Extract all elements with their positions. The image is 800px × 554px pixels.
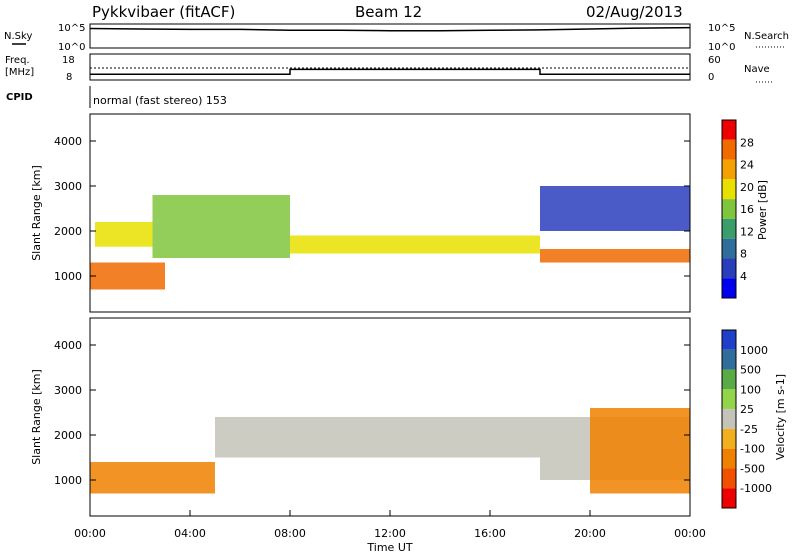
noise-ytick-bottom: 10^0 (58, 42, 85, 53)
data-band-0 (90, 462, 215, 494)
velocity-colorbar: 1000 500 100 25 -25 -100 -500 -1000 (721, 329, 772, 509)
colorbar-swatch (722, 369, 736, 390)
data-band-1 (90, 262, 165, 290)
colorbar-swatch (722, 409, 736, 429)
colorbar-tick-label: -1000 (740, 482, 772, 495)
colorbar-tick-label: -500 (740, 462, 765, 475)
colorbar-frame (721, 119, 737, 299)
velocity-colorbar-label: Velocity [m s-1] (774, 374, 787, 460)
nave-ytick-top: 60 (708, 55, 721, 66)
data-band-0 (95, 222, 153, 247)
colorbar-swatch (722, 349, 736, 370)
power-colorbar-label: Power [dB] (756, 180, 769, 240)
colorbar-tick-label: 500 (740, 364, 761, 377)
beam-label: Beam 12 (355, 3, 422, 21)
velocity-data-cells (90, 408, 690, 494)
colorbar-tick-label: 25 (740, 403, 754, 416)
colorbar-tick-label: 28 (740, 136, 754, 149)
colorbar-tick-label: 8 (740, 248, 747, 261)
cpid-text: normal (fast stereo) 153 (93, 94, 227, 107)
colorbar-swatch (722, 120, 736, 140)
velocity-yticks: 1000 2000 3000 4000 (54, 339, 690, 487)
power-data-cells (90, 186, 690, 290)
noise-series-line (89, 26, 691, 32)
freq-ytick-top: 18 (62, 55, 75, 66)
xtick-label: 16:00 (474, 527, 506, 540)
colorbar-tick-label: -100 (740, 443, 765, 456)
colorbar-swatch (722, 330, 736, 350)
xtick-label: 20:00 (574, 527, 606, 540)
cpid-label: CPID (6, 92, 33, 103)
nave-ytick-bottom: 0 (708, 72, 714, 83)
colorbar-swatch (722, 218, 736, 239)
freq-label-line1: Freq. (5, 55, 30, 66)
ytick-label: 2000 (54, 225, 82, 238)
nsky-label: N.Sky (4, 31, 32, 42)
power-panel-frame (89, 113, 691, 313)
data-band-1 (215, 417, 540, 458)
data-band-2 (152, 195, 290, 258)
freq-panel-frame (89, 53, 691, 81)
freq-label-line2: [MHz] (5, 67, 34, 78)
colorbar-tick-label: -25 (740, 423, 758, 436)
colorbar-swatch (722, 488, 736, 508)
colorbar-swatch (722, 139, 736, 160)
ytick-label: 1000 (54, 270, 82, 283)
colorbar-swatch (722, 278, 736, 298)
freq-ytick-bottom: 8 (66, 72, 72, 83)
noise-panel-frame (89, 23, 691, 49)
xtick-label: 00:00 (674, 527, 706, 540)
colorbar-swatch (722, 448, 736, 469)
colorbar-swatch (722, 199, 736, 219)
colorbar-swatch (722, 389, 736, 410)
colorbar-tick-label: 24 (740, 159, 754, 172)
colorbar-swatch (722, 179, 736, 200)
freq-series-line (90, 68, 690, 75)
colorbar-swatch (722, 159, 736, 180)
power-yticks: 1000 2000 3000 4000 (54, 135, 690, 283)
noise-right-ytick-top: 10^5 (708, 23, 735, 34)
colorbar-tick-label: 4 (740, 270, 747, 283)
time-xlabel: Time UT (366, 541, 412, 554)
data-band-3 (590, 408, 690, 494)
power-ylabel: Slant Range [km] (30, 165, 43, 261)
time-xticks: 00:00 04:00 08:00 12:00 16:00 20:00 00:00 (74, 510, 706, 540)
velocity-ylabel: Slant Range [km] (30, 369, 43, 465)
colorbar-tick-label: 20 (740, 181, 754, 194)
ytick-label: 3000 (54, 384, 82, 397)
colorbar-tick-label: 100 (740, 383, 761, 396)
colorbar-swatch (722, 258, 736, 279)
date-label: 02/Aug/2013 (586, 3, 683, 21)
colorbar-swatch (722, 428, 736, 449)
ytick-label: 4000 (54, 135, 82, 148)
noise-right-ytick-bottom: 10^0 (708, 42, 735, 53)
nave-label: Nave (744, 64, 770, 75)
xtick-label: 04:00 (174, 527, 206, 540)
data-band-5 (540, 186, 690, 231)
ytick-label: 3000 (54, 180, 82, 193)
ytick-label: 1000 (54, 474, 82, 487)
colorbar-swatch (722, 468, 736, 489)
power-colorbar: 4 8 12 16 20 24 28 (721, 119, 754, 299)
xtick-label: 12:00 (374, 527, 406, 540)
xtick-label: 08:00 (274, 527, 306, 540)
ytick-label: 4000 (54, 339, 82, 352)
colorbar-tick-label: 16 (740, 203, 754, 216)
noise-ytick-top: 10^5 (58, 23, 85, 34)
xtick-label: 00:00 (74, 527, 106, 540)
colorbar-swatch (722, 238, 736, 259)
data-band-3 (290, 235, 540, 254)
ytick-label: 2000 (54, 429, 82, 442)
colorbar-tick-label: 12 (740, 225, 754, 238)
colorbar-frame (721, 329, 737, 509)
colorbar-tick-label: 1000 (740, 344, 768, 357)
nsearch-label: N.Search (744, 31, 789, 42)
station-title: Pykkvibaer (fitACF) (92, 3, 235, 21)
data-band-4 (540, 249, 690, 263)
